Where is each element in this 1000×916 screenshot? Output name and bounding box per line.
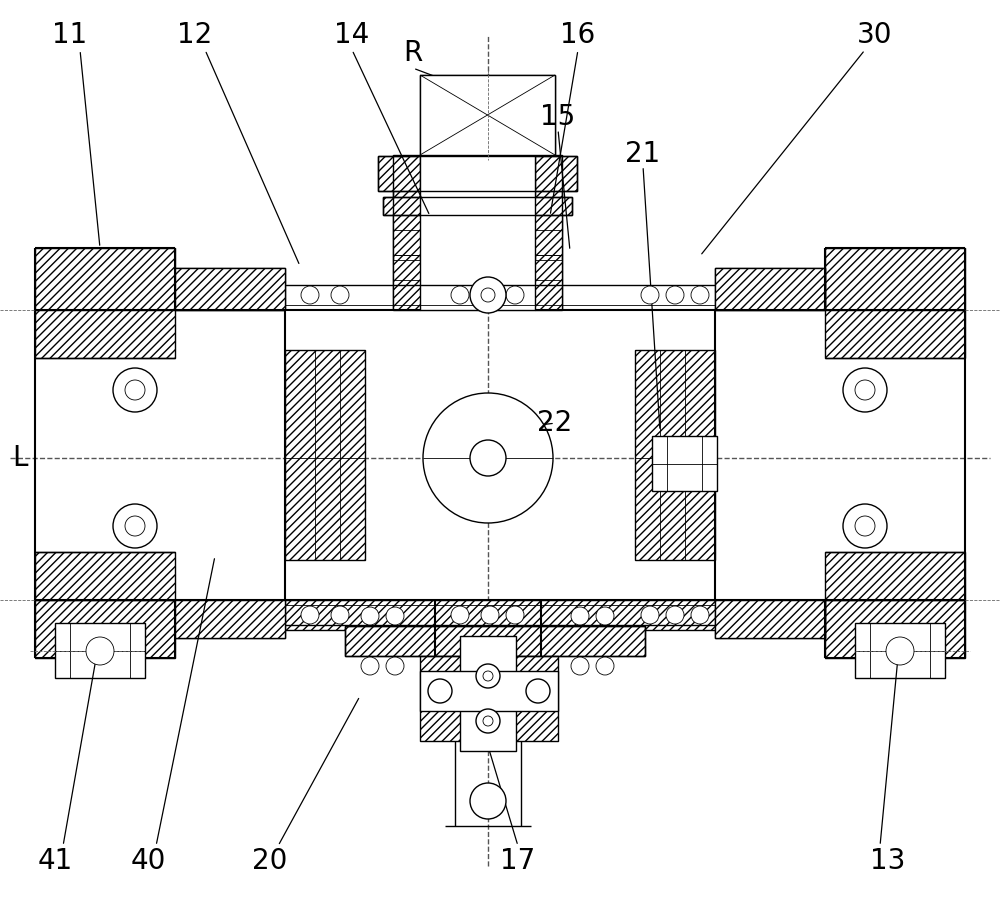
Text: 21: 21 (625, 140, 661, 168)
Bar (383, 197, 572, 215)
Circle shape (843, 504, 887, 548)
Text: 11: 11 (52, 21, 88, 49)
Bar (420, 75, 555, 155)
Circle shape (125, 380, 145, 400)
Circle shape (476, 709, 500, 733)
Text: 13: 13 (870, 847, 906, 875)
Text: 40: 40 (130, 847, 166, 875)
Text: 16: 16 (560, 21, 596, 49)
Circle shape (470, 440, 506, 476)
Text: 20: 20 (252, 847, 288, 875)
Circle shape (506, 606, 524, 624)
Polygon shape (285, 600, 715, 630)
Circle shape (331, 606, 349, 624)
Circle shape (691, 286, 709, 304)
Circle shape (470, 277, 506, 313)
Polygon shape (35, 552, 175, 600)
Polygon shape (825, 310, 965, 358)
Circle shape (301, 606, 319, 624)
Polygon shape (715, 600, 825, 638)
Circle shape (386, 657, 404, 675)
Bar (420, 155, 535, 310)
Bar (535, 215, 562, 255)
Polygon shape (825, 248, 965, 310)
Circle shape (423, 393, 553, 523)
Circle shape (691, 606, 709, 624)
Circle shape (666, 606, 684, 624)
Circle shape (843, 368, 887, 412)
Text: 41: 41 (37, 847, 73, 875)
Circle shape (666, 286, 684, 304)
Bar (420, 671, 558, 711)
Circle shape (86, 637, 114, 665)
Polygon shape (35, 310, 175, 358)
Polygon shape (535, 156, 577, 191)
Polygon shape (175, 268, 285, 310)
Polygon shape (715, 600, 825, 638)
Text: 15: 15 (540, 104, 576, 131)
Circle shape (483, 716, 493, 726)
Text: 22: 22 (537, 409, 573, 437)
Circle shape (481, 286, 499, 304)
Circle shape (331, 286, 349, 304)
Circle shape (571, 607, 589, 625)
Circle shape (483, 671, 493, 681)
Circle shape (361, 607, 379, 625)
Bar (393, 215, 420, 255)
Bar (345, 626, 645, 656)
Circle shape (451, 606, 469, 624)
Circle shape (481, 606, 499, 624)
Polygon shape (378, 156, 420, 191)
Circle shape (641, 606, 659, 624)
Circle shape (451, 286, 469, 304)
Circle shape (301, 286, 319, 304)
Circle shape (571, 657, 589, 675)
Polygon shape (285, 350, 365, 560)
Polygon shape (535, 155, 562, 310)
Polygon shape (175, 268, 285, 310)
Circle shape (855, 516, 875, 536)
Polygon shape (35, 600, 175, 658)
Text: 12: 12 (177, 21, 213, 49)
Polygon shape (715, 268, 825, 310)
Bar (460, 636, 516, 751)
Text: 14: 14 (334, 21, 370, 49)
Circle shape (855, 380, 875, 400)
Bar (420, 656, 558, 741)
Bar (55, 623, 145, 678)
Circle shape (526, 679, 550, 703)
Circle shape (125, 516, 145, 536)
Polygon shape (635, 350, 715, 560)
Polygon shape (175, 600, 285, 638)
Text: 17: 17 (500, 847, 536, 875)
Polygon shape (825, 600, 965, 658)
Polygon shape (393, 155, 420, 310)
Text: 30: 30 (857, 21, 893, 49)
Bar (652, 436, 717, 491)
Bar (855, 623, 945, 678)
Circle shape (476, 664, 500, 688)
Circle shape (386, 607, 404, 625)
Circle shape (596, 607, 614, 625)
Bar (393, 260, 420, 310)
Circle shape (481, 288, 495, 302)
Text: L: L (12, 444, 28, 472)
Circle shape (596, 657, 614, 675)
Bar (535, 260, 562, 310)
Circle shape (361, 657, 379, 675)
Circle shape (506, 286, 524, 304)
Circle shape (886, 637, 914, 665)
Circle shape (641, 286, 659, 304)
Polygon shape (175, 600, 285, 638)
Circle shape (470, 783, 506, 819)
Circle shape (113, 368, 157, 412)
Text: R: R (403, 39, 423, 67)
Polygon shape (825, 552, 965, 600)
Polygon shape (715, 268, 825, 310)
Polygon shape (35, 248, 175, 310)
Circle shape (113, 504, 157, 548)
Circle shape (428, 679, 452, 703)
